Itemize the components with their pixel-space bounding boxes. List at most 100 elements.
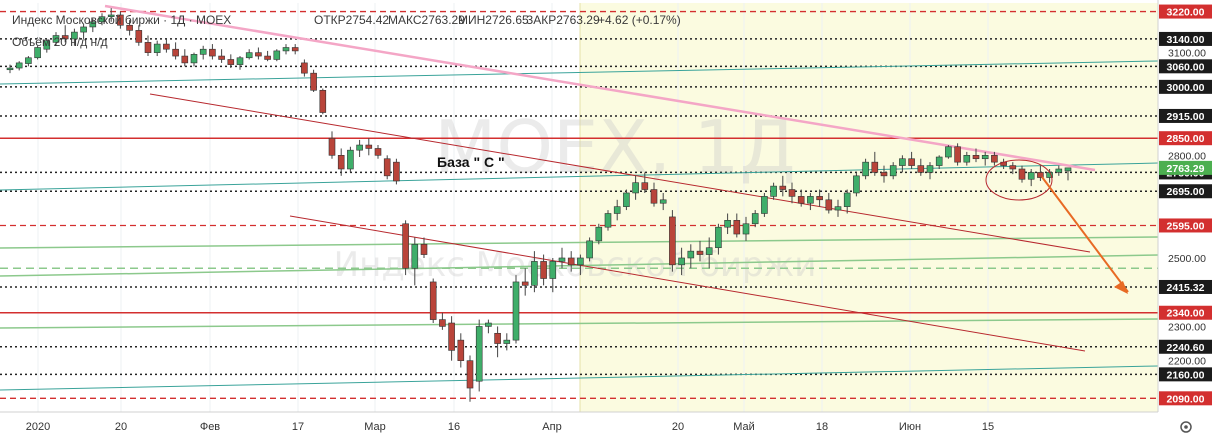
candle[interactable]: [724, 213, 731, 235]
settings-gear-icon[interactable]: [1180, 421, 1192, 433]
candle[interactable]: [779, 175, 787, 197]
candle[interactable]: [301, 59, 308, 77]
candle[interactable]: [751, 210, 759, 228]
candle[interactable]: [25, 56, 32, 67]
candle[interactable]: [172, 42, 179, 60]
candle[interactable]: [843, 189, 851, 214]
candle[interactable]: [126, 20, 133, 36]
candle[interactable]: [761, 192, 768, 217]
candle[interactable]: [6, 64, 14, 74]
candle[interactable]: [117, 11, 124, 29]
candle[interactable]: [853, 172, 860, 197]
candle[interactable]: [899, 155, 906, 173]
candle[interactable]: [448, 316, 455, 361]
candle[interactable]: [577, 254, 584, 276]
green-trend-a[interactable]: [0, 236, 1159, 249]
candle[interactable]: [1055, 165, 1063, 176]
green-trend-c[interactable]: [0, 318, 1159, 329]
candle[interactable]: [788, 182, 796, 204]
candle[interactable]: [604, 210, 612, 231]
candle[interactable]: [742, 216, 750, 241]
candle[interactable]: [567, 251, 575, 272]
symbol-title[interactable]: Индекс Московской биржи · 1Д · MOEX: [12, 13, 231, 27]
candle[interactable]: [908, 151, 915, 169]
candle[interactable]: [770, 182, 777, 200]
volume-label[interactable]: Объём 20 н/д н/д: [12, 35, 108, 49]
candle[interactable]: [512, 275, 520, 344]
candle[interactable]: [623, 189, 630, 211]
candle[interactable]: [264, 50, 271, 62]
candle[interactable]: [61, 25, 69, 43]
candle[interactable]: [807, 192, 814, 211]
candle[interactable]: [393, 158, 400, 185]
candle[interactable]: [71, 28, 78, 46]
candle[interactable]: [80, 23, 87, 39]
candle[interactable]: [236, 56, 244, 70]
time-axis[interactable]: 2020 20 Фев 17 Мар 16 Апр 20 Май 18 Июн 15: [0, 411, 1158, 438]
candle[interactable]: [153, 40, 161, 57]
candle[interactable]: [503, 333, 511, 351]
candle[interactable]: [163, 38, 170, 53]
candle[interactable]: [356, 139, 363, 158]
candle[interactable]: [540, 254, 547, 286]
candle[interactable]: [89, 18, 97, 33]
candle[interactable]: [43, 38, 51, 53]
candle[interactable]: [218, 49, 225, 63]
candle[interactable]: [328, 131, 336, 159]
candle[interactable]: [107, 8, 115, 22]
candle[interactable]: [981, 151, 989, 166]
candle[interactable]: [678, 247, 685, 276]
candle[interactable]: [181, 49, 189, 67]
candle[interactable]: [871, 151, 879, 176]
candle[interactable]: [466, 355, 474, 402]
candle[interactable]: [549, 257, 557, 293]
candle[interactable]: [135, 25, 143, 46]
candle[interactable]: [457, 333, 465, 368]
candle[interactable]: [144, 35, 152, 57]
candle[interactable]: [669, 210, 676, 272]
candle[interactable]: [834, 199, 842, 217]
candle[interactable]: [209, 44, 216, 60]
candle[interactable]: [917, 158, 925, 176]
candle[interactable]: [705, 237, 713, 269]
candle[interactable]: [34, 45, 41, 60]
candle[interactable]: [273, 49, 281, 62]
candle[interactable]: [439, 312, 446, 330]
candle[interactable]: [945, 145, 952, 159]
candle[interactable]: [650, 182, 658, 207]
candle[interactable]: [1009, 162, 1017, 175]
candle[interactable]: [319, 88, 327, 115]
candle[interactable]: [255, 47, 262, 60]
candle[interactable]: [558, 247, 566, 269]
candle[interactable]: [632, 175, 639, 200]
candle[interactable]: [659, 192, 667, 211]
candle[interactable]: [374, 145, 382, 159]
candle[interactable]: [733, 213, 741, 238]
candle[interactable]: [816, 189, 823, 207]
candle[interactable]: [1037, 165, 1044, 181]
candle[interactable]: [825, 192, 833, 214]
candle[interactable]: [411, 237, 419, 286]
candle[interactable]: [991, 151, 998, 166]
candle[interactable]: [420, 237, 428, 258]
candle[interactable]: [1018, 165, 1026, 183]
candle[interactable]: [383, 155, 391, 180]
candle[interactable]: [52, 32, 60, 46]
candle[interactable]: [889, 162, 897, 180]
channel-upper-line[interactable]: [149, 93, 1091, 253]
candle[interactable]: [715, 223, 722, 255]
candle[interactable]: [1064, 167, 1072, 181]
candle[interactable]: [245, 49, 253, 60]
candle[interactable]: [972, 148, 980, 163]
teal-trend-upper[interactable]: [0, 60, 1159, 85]
teal-trend-lower[interactable]: [0, 365, 1159, 391]
candle[interactable]: [485, 319, 492, 334]
candle[interactable]: [880, 165, 888, 183]
candle[interactable]: [310, 69, 317, 92]
candle[interactable]: [641, 172, 649, 193]
candle[interactable]: [475, 319, 483, 392]
candle[interactable]: [613, 199, 621, 221]
candle[interactable]: [586, 237, 593, 262]
candle[interactable]: [963, 151, 971, 166]
candle[interactable]: [337, 148, 345, 176]
